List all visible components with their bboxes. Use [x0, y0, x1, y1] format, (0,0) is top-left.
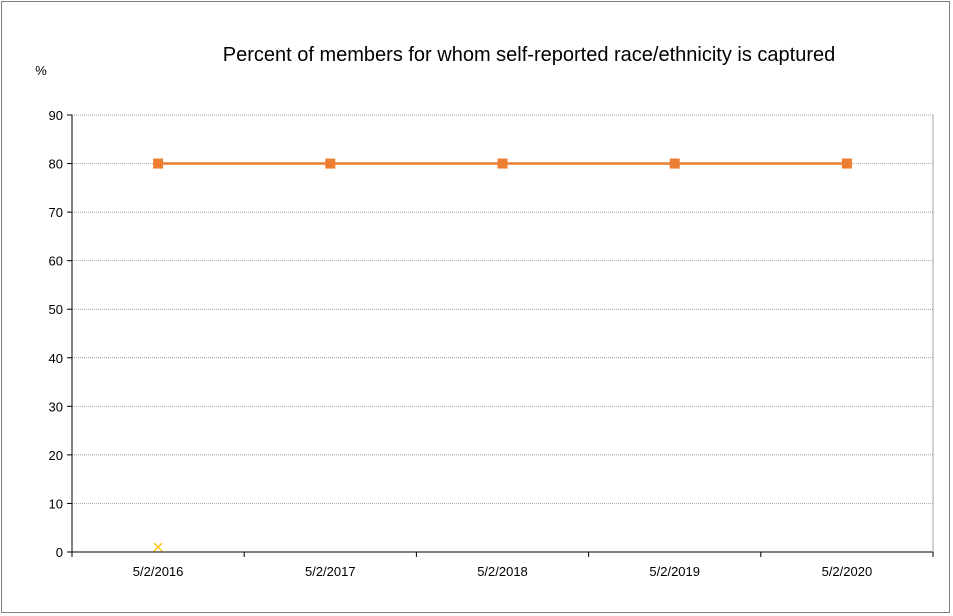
axes	[67, 114, 934, 557]
y-tick-label: 20	[49, 448, 63, 463]
y-tick-label: 30	[49, 399, 63, 414]
y-tick-label: 40	[49, 351, 63, 366]
data-point	[153, 158, 164, 169]
y-tick-labels: 0 10 20 30 40 50 60 70 80 90	[49, 108, 63, 560]
y-tick-label: 80	[49, 157, 63, 172]
chart-title: Percent of members for whom self-reporte…	[223, 44, 835, 66]
data-point-stroke	[153, 542, 163, 552]
data-point	[325, 158, 336, 169]
x-tick-label: 5/2/2016	[133, 564, 184, 579]
y-tick-label: 70	[49, 205, 63, 220]
y-tick-label: 90	[49, 108, 63, 123]
series-group	[153, 158, 852, 552]
data-point	[669, 158, 680, 169]
x-tick-label: 5/2/2018	[477, 564, 528, 579]
x-tick-label: 5/2/2019	[649, 564, 700, 579]
x-tick-label: 5/2/2017	[305, 564, 356, 579]
data-point	[497, 158, 508, 169]
x-tick-labels: 5/2/2016 5/2/2017 5/2/2018 5/2/2019 5/2/2020	[133, 564, 872, 579]
y-tick-label: 0	[56, 545, 63, 560]
y-tick-label: 10	[49, 496, 63, 511]
y-axis-label: %	[35, 63, 47, 78]
data-point	[841, 158, 852, 169]
y-tick-label: 50	[49, 302, 63, 317]
gridlines	[72, 114, 933, 504]
y-tick-label: 60	[49, 254, 63, 269]
x-tick-label: 5/2/2020	[822, 564, 873, 579]
data-point	[153, 542, 163, 552]
